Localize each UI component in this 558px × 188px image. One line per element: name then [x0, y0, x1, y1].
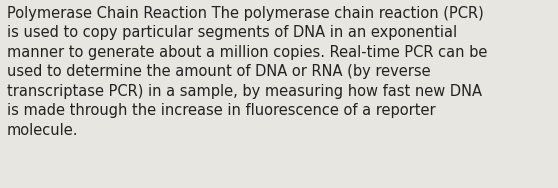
Text: Polymerase Chain Reaction The polymerase chain reaction (PCR)
is used to copy pa: Polymerase Chain Reaction The polymerase… [7, 6, 487, 138]
